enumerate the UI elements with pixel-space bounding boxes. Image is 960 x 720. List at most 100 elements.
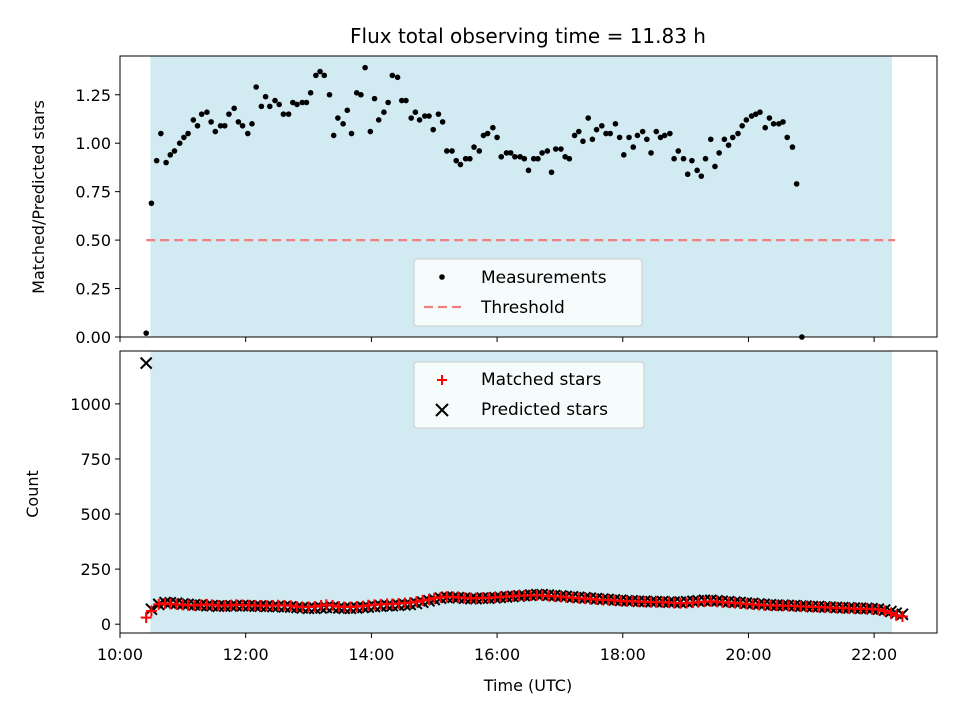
measurement-point	[303, 99, 310, 106]
measurement-point	[671, 155, 677, 162]
measurement-point	[789, 144, 796, 150]
measurement-point	[616, 134, 623, 141]
matched-star-point	[140, 612, 152, 624]
measurement-point	[375, 117, 382, 123]
measurement-point	[153, 157, 160, 164]
measurement-point	[194, 122, 201, 129]
measurement-point	[449, 148, 455, 154]
bottom-legend: Matched stars Predicted stars	[413, 361, 645, 429]
measurement-point	[143, 330, 149, 336]
matched-star-point	[896, 610, 908, 622]
predicted-star-point	[139, 356, 153, 370]
measurement-point	[412, 109, 419, 115]
measurement-point	[589, 136, 596, 143]
measurement-point	[385, 99, 391, 106]
measurement-point	[317, 68, 323, 75]
measurement-point	[476, 148, 483, 154]
x-axis-label: Time (UTC)	[483, 676, 572, 695]
measurement-point	[398, 97, 405, 104]
measurement-point	[340, 121, 346, 127]
top-y-ticks: 0.00 0.25 0.50 0.75 1.00 1.25	[75, 86, 120, 347]
measurement-point	[521, 155, 528, 162]
measurement-point	[181, 134, 187, 141]
measurement-point	[725, 142, 732, 148]
measurement-point	[712, 163, 718, 170]
measurement-point	[335, 115, 341, 121]
measurement-point	[280, 111, 287, 117]
measurement-point	[593, 126, 600, 133]
measurement-point	[580, 138, 586, 145]
measurement-point	[467, 155, 473, 162]
legend-matched-label: Matched stars	[481, 370, 601, 390]
measurement-point	[780, 119, 786, 125]
measurement-point	[439, 119, 446, 125]
bottom-y-tick-label: 500	[80, 505, 111, 524]
measurement-point	[294, 101, 300, 108]
measurement-point	[148, 200, 155, 207]
top-legend: Measurements Threshold	[413, 258, 643, 327]
measurement-points	[143, 64, 805, 340]
measurement-point	[285, 111, 292, 117]
measurement-point	[348, 130, 355, 137]
matched-star-point	[153, 598, 165, 610]
measurement-point	[490, 124, 496, 131]
top-plot-frame	[119, 55, 938, 338]
measurement-point	[249, 121, 255, 127]
top-panel: Flux total observing time = 11.83 h 0.00…	[29, 24, 938, 347]
bottom-y-tick-label: 250	[80, 560, 111, 579]
top-y-axis-label: Matched/Predicted stars	[29, 100, 48, 294]
bottom-y-axis-label: Count	[23, 470, 42, 518]
measurement-point	[552, 146, 559, 152]
bottom-x-tick-label: 18:00	[600, 645, 646, 664]
measurement-point	[498, 153, 505, 160]
measurement-point	[626, 134, 632, 141]
measurement-point	[512, 153, 518, 160]
bottom-panel: 0 250 500 750 1000 10:00 12:00 14:00 16:00 18:00…	[23, 350, 938, 695]
measurement-point	[630, 144, 637, 150]
measurement-point	[326, 91, 333, 98]
measurement-point	[330, 132, 337, 139]
matched-star-point	[410, 596, 422, 608]
measurement-point	[603, 130, 609, 137]
measurement-point	[158, 130, 164, 137]
measurement-point	[757, 109, 763, 115]
measurement-point	[471, 144, 477, 150]
measurement-point	[503, 150, 510, 156]
measurement-point	[381, 109, 387, 115]
measurement-point	[266, 103, 273, 110]
measurement-point	[389, 72, 396, 79]
measurement-point	[558, 146, 564, 152]
measurement-point	[634, 132, 641, 139]
measurement-point	[661, 132, 668, 139]
measurement-point	[702, 155, 709, 162]
measurement-point	[299, 99, 306, 106]
matched-star-point	[327, 599, 339, 611]
measurement-point	[599, 122, 605, 129]
legend-measurements-label: Measurements	[481, 268, 607, 288]
measurement-point	[743, 117, 750, 123]
bottom-x-tick-label: 14:00	[348, 645, 394, 664]
measurement-point	[766, 115, 773, 121]
measurement-point	[462, 155, 469, 162]
measurement-point	[430, 126, 436, 133]
top-y-tick-label: 0.75	[75, 183, 111, 202]
measurement-point	[535, 155, 541, 162]
measurement-point	[185, 130, 191, 137]
measurement-point	[416, 117, 423, 123]
measurement-point	[698, 173, 705, 179]
matched-star-point	[145, 605, 157, 617]
measurement-point	[653, 128, 660, 135]
measurement-point	[394, 74, 401, 81]
measurement-point	[729, 134, 736, 141]
measurement-point	[221, 122, 228, 129]
matched-stars-points	[140, 589, 908, 624]
top-y-tick-label: 0.50	[75, 231, 111, 250]
measurement-point	[575, 128, 582, 135]
measurement-point	[680, 155, 687, 162]
measurement-point	[358, 91, 364, 98]
measurement-point	[517, 153, 523, 160]
measurement-point	[239, 122, 246, 129]
measurement-point	[362, 64, 368, 71]
measurement-point	[585, 115, 592, 121]
measurement-point	[639, 128, 646, 135]
